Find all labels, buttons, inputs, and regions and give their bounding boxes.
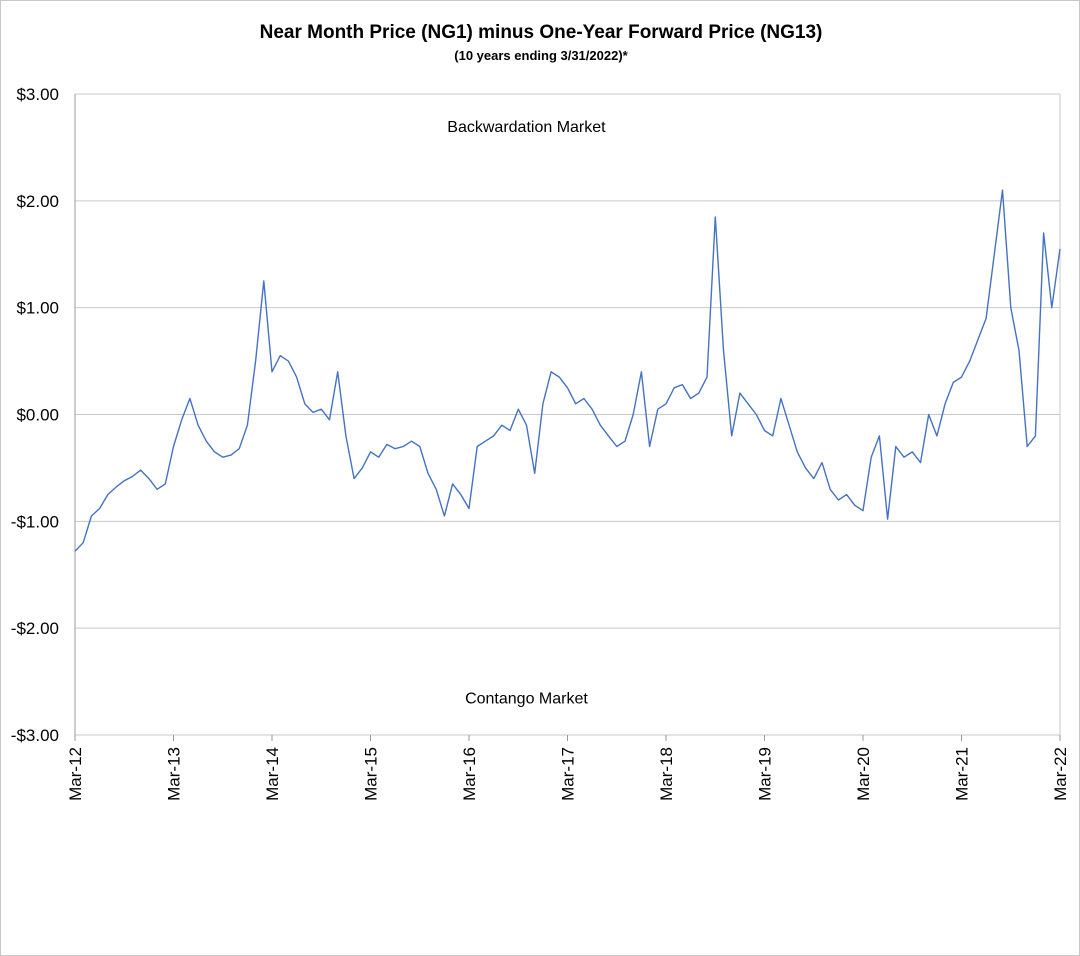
y-tick-label: -$1.00: [11, 512, 59, 531]
x-tick-label: Mar-17: [559, 747, 578, 801]
x-tick-label: Mar-13: [165, 747, 184, 801]
y-tick-label: $2.00: [16, 192, 59, 211]
chart-subtitle: (10 years ending 3/31/2022)*: [454, 48, 628, 63]
series-layer: [74, 189, 1061, 552]
y-tick-label: $1.00: [16, 299, 59, 318]
x-tick-label: Mar-12: [66, 747, 85, 801]
y-tick-label: $0.00: [16, 406, 59, 425]
y-axis: $3.00 $2.00 $1.00 $0.00 -$1.00 -$2.00 -$3.00: [11, 85, 76, 745]
series-line: [74, 189, 1061, 552]
x-tick-label: Mar-16: [460, 747, 479, 801]
x-axis: Mar-12 Mar-13 Mar-14 Mar-15 Mar-16 Mar-17 Mar-…: [66, 735, 1070, 801]
y-tick-label: -$2.00: [11, 619, 59, 638]
annotations: Backwardation Market Contango Market: [447, 119, 606, 708]
chart-title: Near Month Price (NG1) minus One-Year Fo…: [260, 22, 823, 43]
x-tick-label: Mar-22: [1051, 747, 1070, 801]
y-tick-label: -$3.00: [11, 726, 59, 745]
annotation-label: Backwardation Market: [447, 119, 606, 136]
x-tick-label: Mar-18: [657, 747, 676, 801]
annotation-label: Contango Market: [465, 691, 588, 708]
x-tick-label: Mar-19: [756, 747, 775, 801]
x-tick-label: Mar-14: [263, 747, 282, 801]
x-tick-label: Mar-20: [854, 747, 873, 801]
x-tick-label: Mar-21: [953, 747, 972, 801]
y-tick-label: $3.00: [16, 85, 59, 104]
gridlines: [75, 93, 1061, 736]
x-tick-label: Mar-15: [362, 747, 381, 801]
